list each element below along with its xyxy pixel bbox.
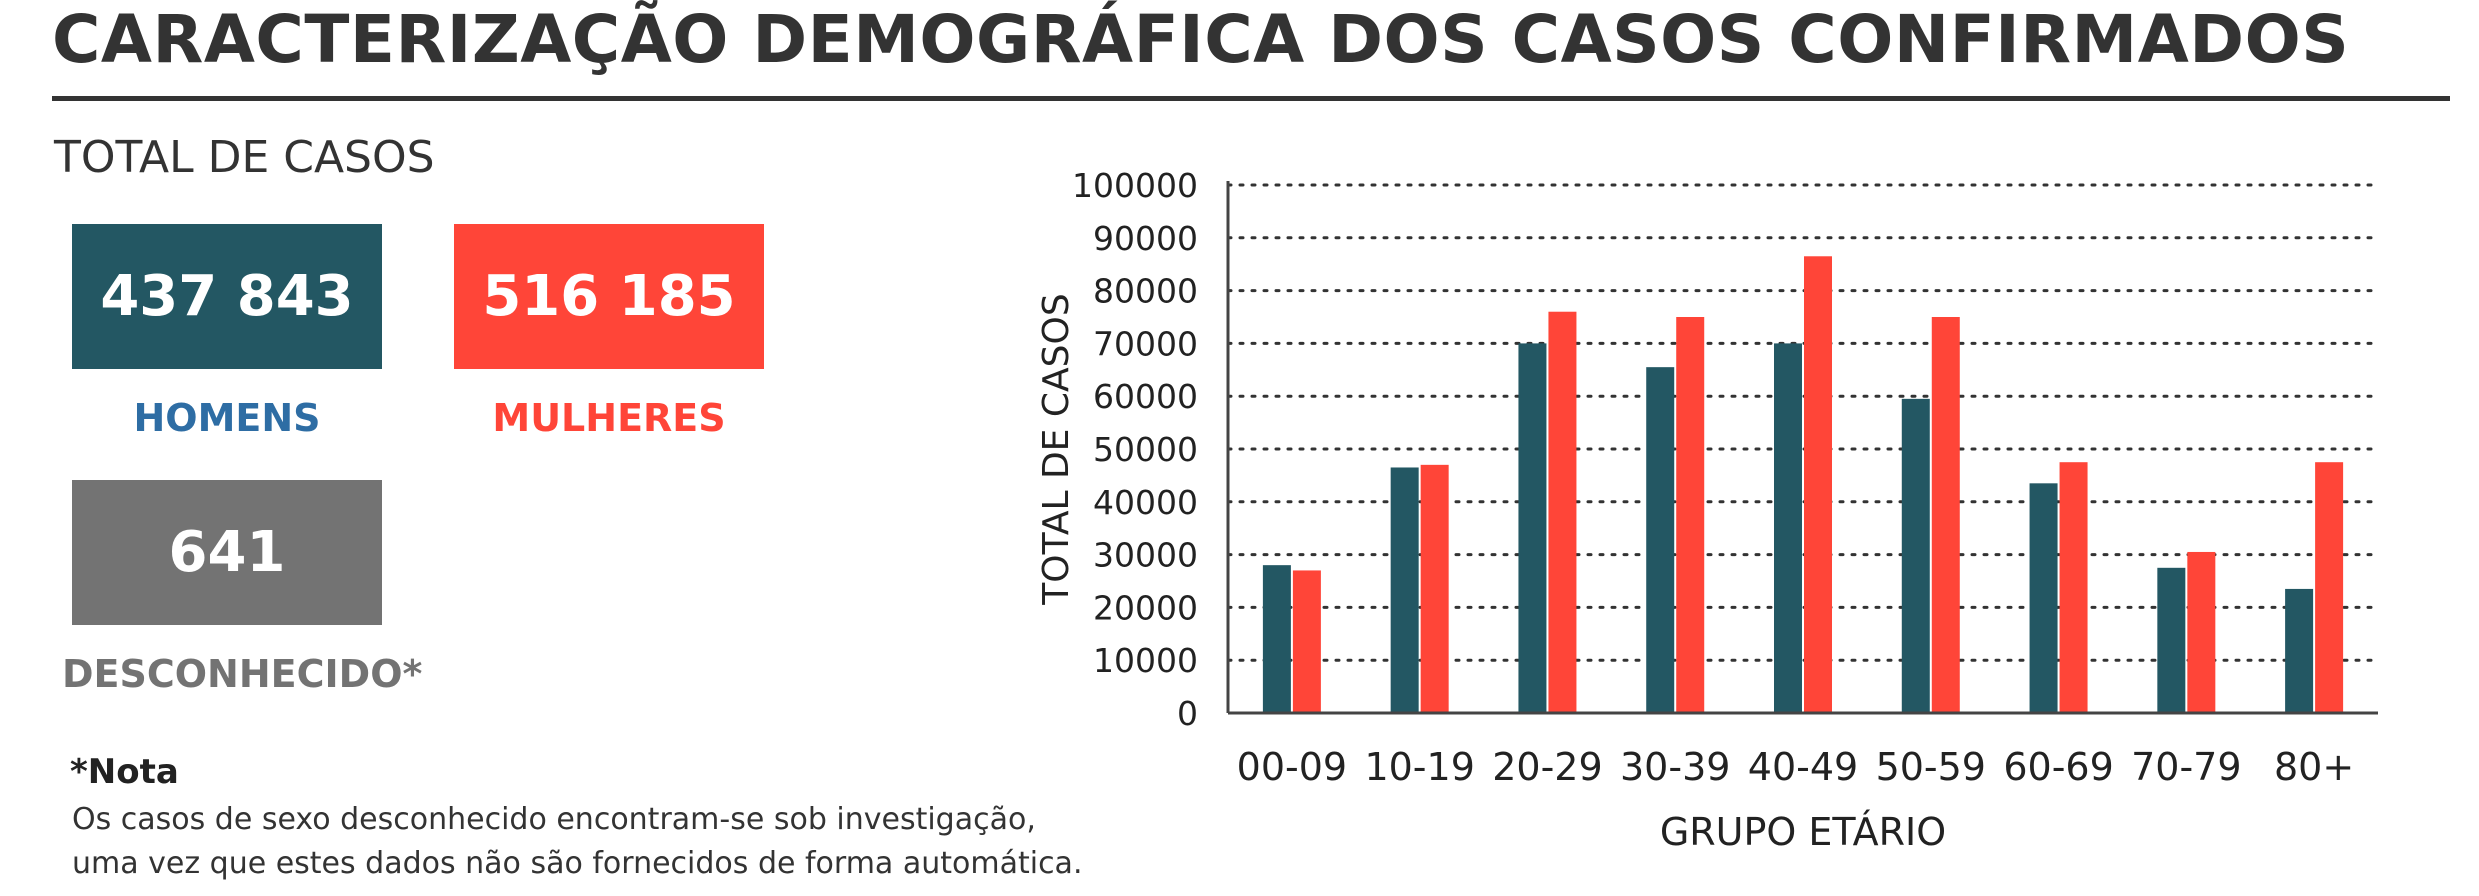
- x-tick-label-00-09: 00-09: [1237, 745, 1347, 789]
- page-title: CARACTERIZAÇÃO DEMOGRÁFICA DOS CASOS CON…: [52, 1, 2350, 78]
- bars: [1262, 256, 2344, 713]
- y-axis-title: TOTAL DE CASOS: [1036, 293, 1077, 605]
- bar-30-39-series-0: [1646, 367, 1675, 713]
- bar-10-19-series-1: [1420, 464, 1449, 713]
- unknown-total-box: 641: [72, 480, 382, 625]
- bar-10-19-series-0: [1390, 467, 1419, 713]
- x-tick-label-10-19: 10-19: [1364, 745, 1474, 789]
- men-label: HOMENS: [133, 396, 321, 440]
- women-total-value: 516 185: [482, 264, 736, 329]
- y-tick-label-20000: 20000: [1093, 588, 1198, 627]
- y-tick-label-40000: 40000: [1093, 483, 1198, 522]
- total-cases-heading: TOTAL DE CASOS: [54, 132, 435, 183]
- unknown-total-value: 641: [168, 520, 286, 585]
- unknown-label: DESCONHECIDO*: [62, 652, 423, 696]
- bar-60-69-series-0: [2029, 483, 2058, 713]
- grid-lines: [1226, 183, 2380, 662]
- y-tick-label-100000: 100000: [1072, 166, 1198, 205]
- note-line-1: Os casos de sexo desconhecido encontram-…: [72, 802, 1036, 837]
- y-tick-label-30000: 30000: [1093, 536, 1198, 575]
- note-line-2: uma vez que estes dados não são fornecid…: [72, 846, 1083, 881]
- y-tick-label-80000: 80000: [1093, 272, 1198, 311]
- y-tick-label-60000: 60000: [1093, 377, 1198, 416]
- y-tick-label-50000: 50000: [1093, 430, 1198, 469]
- bar-70-79-series-0: [2157, 567, 2186, 713]
- note-title: *Nota: [70, 752, 179, 792]
- x-tick-label-20-29: 20-29: [1492, 745, 1602, 789]
- x-tick-label-50-59: 50-59: [1876, 745, 1986, 789]
- women-total-box: 516 185: [454, 224, 764, 369]
- y-tick-label-0: 0: [1177, 694, 1198, 733]
- bar-40-49-series-0: [1774, 343, 1802, 713]
- x-axis-title: GRUPO ETÁRIO: [1660, 810, 1946, 854]
- x-tick-label-60-69: 60-69: [2003, 745, 2113, 789]
- x-tick-label-80+: 80+: [2274, 745, 2354, 789]
- y-tick-label-70000: 70000: [1093, 324, 1198, 363]
- bar-50-59-series-1: [1931, 317, 1960, 713]
- bar-50-59-series-0: [1901, 398, 1930, 713]
- y-tick-label-10000: 10000: [1093, 641, 1198, 680]
- y-tick-label-90000: 90000: [1093, 219, 1198, 258]
- women-label: MULHERES: [492, 396, 726, 440]
- title-divider: [52, 96, 2450, 101]
- bar-60-69-series-1: [2059, 462, 2088, 713]
- bar-00-09-series-0: [1262, 565, 1291, 713]
- bar-20-29-series-0: [1518, 343, 1547, 713]
- bar-40-49-series-1: [1804, 256, 1832, 713]
- tick-labels: 0 10000 20000 30000 40000 50000 60000 70000 8000…: [1036, 166, 2354, 854]
- bar-20-29-series-1: [1548, 311, 1577, 713]
- men-total-box: 437 843: [72, 224, 382, 369]
- bar-30-39-series-1: [1676, 317, 1705, 713]
- x-tick-label-70-79: 70-79: [2131, 745, 2241, 789]
- x-tick-label-40-49: 40-49: [1748, 745, 1858, 789]
- men-total-value: 437 843: [100, 264, 354, 329]
- axes: [1226, 181, 2378, 715]
- bar-00-09-series-1: [1292, 570, 1321, 713]
- bar-80+-series-0: [2285, 588, 2314, 713]
- x-tick-label-30-39: 30-39: [1620, 745, 1730, 789]
- bar-70-79-series-1: [2187, 551, 2216, 713]
- bar-80+-series-1: [2315, 462, 2344, 713]
